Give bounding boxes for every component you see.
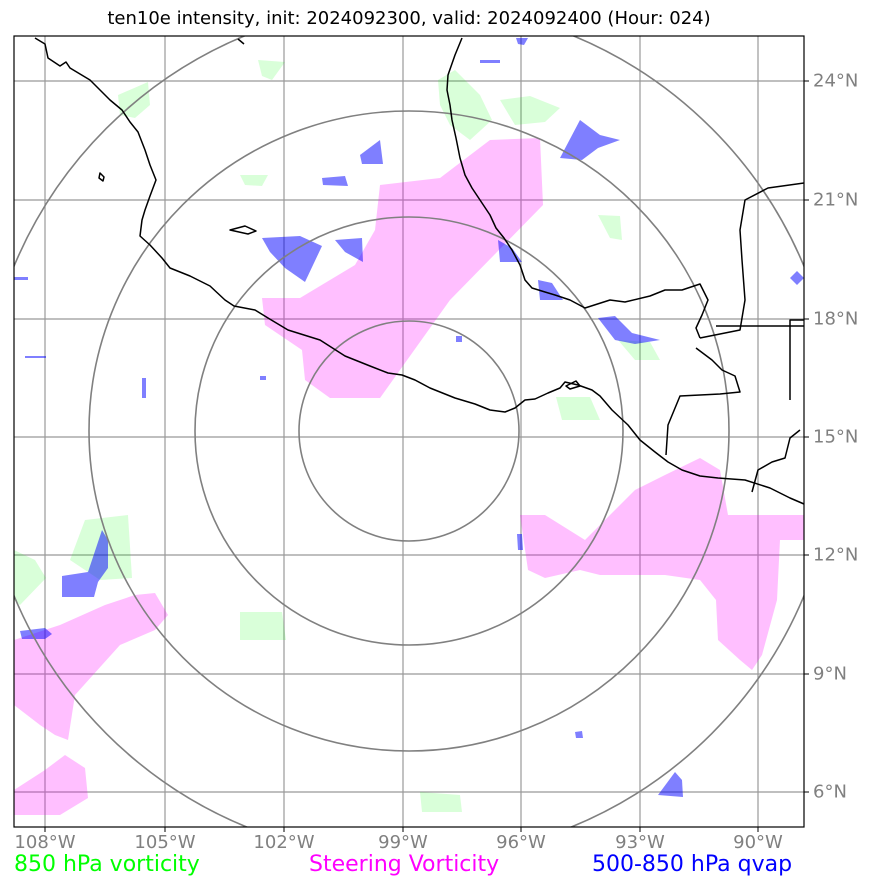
lat-label-24n: 24°N xyxy=(813,70,859,92)
lon-label-102w: 102°W xyxy=(253,832,315,853)
lon-label-99w: 99°W xyxy=(378,832,428,853)
lat-label-18n: 18°N xyxy=(813,308,859,330)
lat-label-15n: 15°N xyxy=(813,426,859,448)
vort850-contours xyxy=(14,60,660,812)
range-rings xyxy=(14,36,804,827)
lat-label-6n: 6°N xyxy=(813,781,847,803)
lat-label-21n: 21°N xyxy=(813,189,859,211)
legend-qvap: 500-850 hPa qvap xyxy=(592,852,793,877)
legend-850-vorticity: 850 hPa vorticity xyxy=(14,852,200,877)
steering-vorticity-contours xyxy=(14,138,804,815)
qvap-contours xyxy=(14,38,804,797)
lon-label-96w: 96°W xyxy=(496,832,546,853)
legend-steering-vorticity: Steering Vorticity xyxy=(309,852,500,877)
lon-label-108w: 108°W xyxy=(14,832,76,853)
map-title: ten10e intensity, init: 2024092300, vali… xyxy=(107,8,711,29)
lon-label-90w: 90°W xyxy=(733,832,783,853)
map-frame xyxy=(13,35,805,828)
coastlines xyxy=(34,37,804,505)
graticule xyxy=(14,36,804,827)
lon-label-93w: 93°W xyxy=(615,832,665,853)
lon-label-105w: 105°W xyxy=(134,832,196,853)
lat-label-12n: 12°N xyxy=(813,544,859,566)
lat-label-9n: 9°N xyxy=(813,663,847,685)
